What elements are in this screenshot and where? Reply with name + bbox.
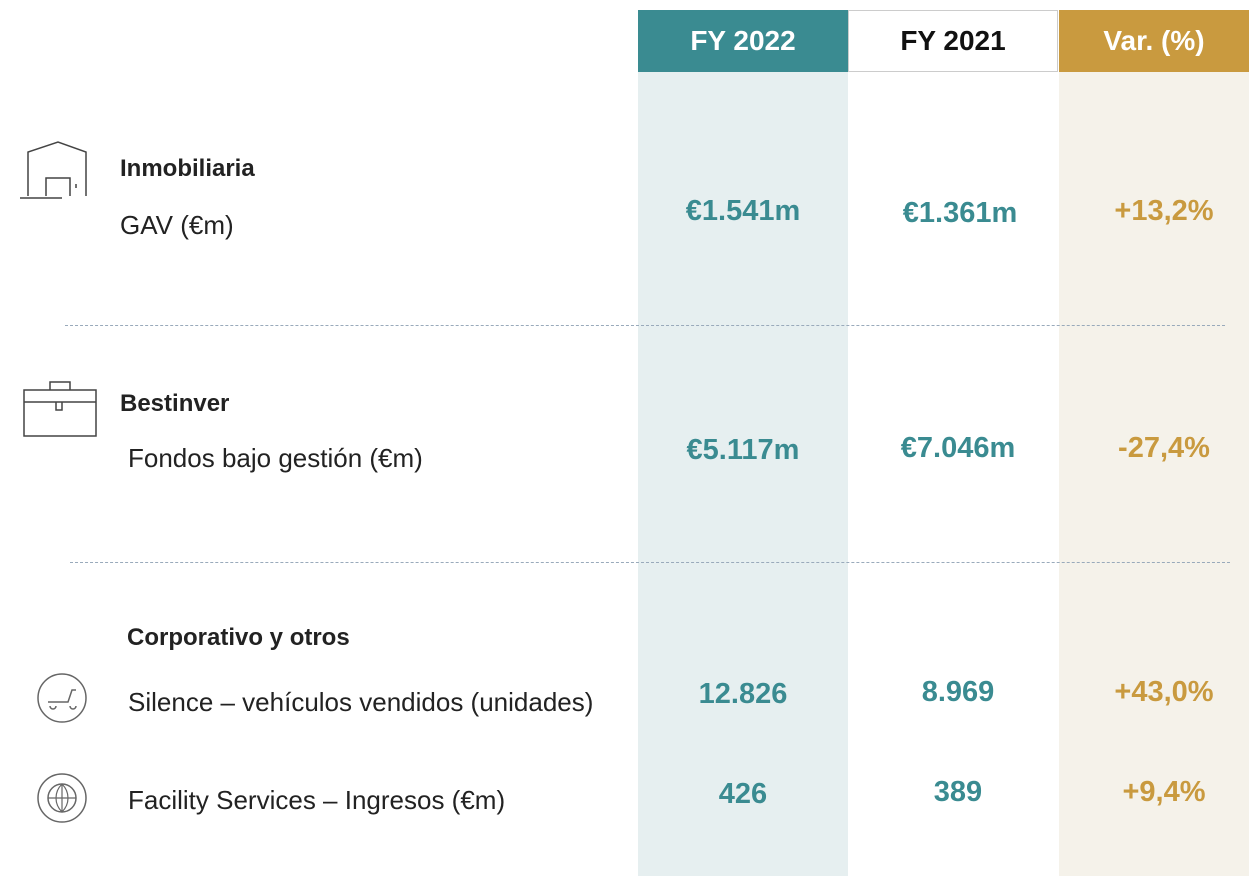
scooter-icon xyxy=(37,673,87,723)
header-cell: FY 2022 xyxy=(638,10,848,72)
building-icon xyxy=(20,141,87,199)
row-label: GAV (€m) xyxy=(120,210,234,240)
value: 8.969 xyxy=(921,676,995,708)
value: 389 xyxy=(933,776,983,808)
row-label: Fondos bajo gestión (€m) xyxy=(128,443,423,473)
value: +9,4% xyxy=(1122,776,1206,808)
divider xyxy=(65,325,1225,326)
section-title: Inmobiliaria xyxy=(120,155,255,182)
value: 12.826 xyxy=(698,678,788,710)
value: +43,0% xyxy=(1114,676,1214,708)
header-cell: FY 2021 xyxy=(848,10,1058,72)
row-label: Silence – vehículos vendidos (unidades) xyxy=(128,687,594,717)
value: -27,4% xyxy=(1118,432,1210,464)
value: €1.361m xyxy=(902,197,1018,229)
globe-icon xyxy=(37,773,87,823)
column-bg xyxy=(1059,72,1249,876)
header-cell: Var. (%) xyxy=(1059,10,1249,72)
row-label: Facility Services – Ingresos (€m) xyxy=(128,785,506,815)
briefcase-icon xyxy=(23,381,97,437)
value: +13,2% xyxy=(1114,195,1214,227)
value: €1.541m xyxy=(685,195,801,227)
section-title: Corporativo y otros xyxy=(127,624,350,651)
divider xyxy=(70,562,1230,563)
value: €5.117m xyxy=(686,434,800,466)
section-title: Bestinver xyxy=(120,390,230,417)
value: 426 xyxy=(718,778,768,810)
column-bg xyxy=(638,72,848,876)
value: €7.046m xyxy=(900,432,1016,464)
